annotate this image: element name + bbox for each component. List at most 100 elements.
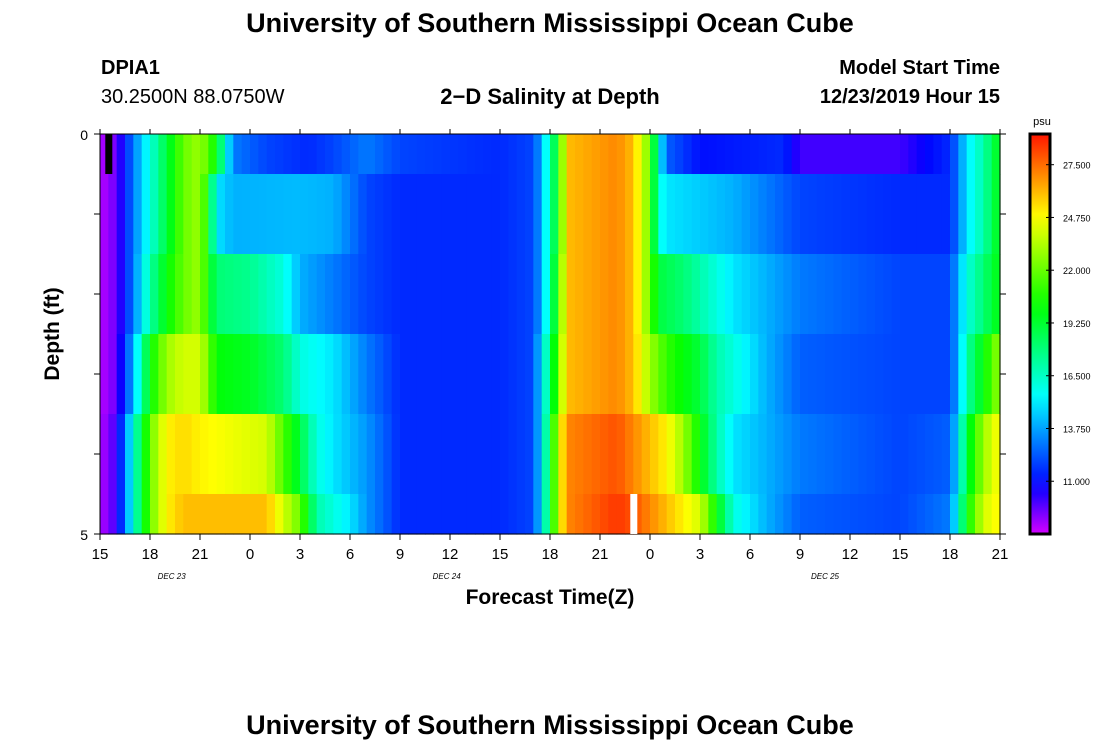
heatmap-cell — [591, 334, 601, 415]
heatmap-cell — [533, 134, 543, 175]
heatmap-cell — [833, 174, 843, 255]
heatmap-cell — [950, 334, 959, 415]
heatmap-cell — [400, 494, 409, 535]
model-start-value: 12/23/2019 Hour 15 — [819, 86, 1000, 108]
heatmap-cell — [100, 174, 109, 255]
heatmap-cell — [641, 134, 651, 175]
heatmap-cell — [716, 254, 726, 335]
heatmap-cell — [116, 174, 126, 255]
heatmap-cell — [791, 254, 801, 335]
heatmap-cell — [158, 414, 168, 495]
heatmap-cell — [833, 134, 843, 175]
heatmap-cell — [558, 494, 568, 535]
heatmap-cell — [333, 334, 343, 415]
heatmap-cell — [783, 174, 793, 255]
heatmap-cell — [975, 134, 984, 175]
heatmap-cell — [416, 334, 426, 415]
heatmap-cell — [458, 254, 468, 335]
heatmap-cell — [208, 134, 218, 175]
heatmap-cell — [450, 494, 459, 535]
heatmap-cell — [916, 494, 926, 535]
heatmap-cell — [841, 134, 851, 175]
heatmap-cell — [616, 134, 626, 175]
heatmap-cell — [641, 174, 651, 255]
x-tick-label: 21 — [592, 546, 609, 563]
heatmap-cell — [691, 174, 701, 255]
heatmap-cell — [325, 334, 334, 415]
heatmap-cell — [608, 414, 618, 495]
heatmap-cell — [316, 414, 326, 495]
y-tick-label: 0 — [80, 127, 88, 143]
heatmap-cell — [350, 174, 359, 255]
heatmap-cell — [650, 254, 659, 335]
x-axis-label: Forecast Time(Z) — [466, 586, 635, 609]
heatmap-cell — [283, 174, 293, 255]
heatmap-cell — [475, 134, 484, 175]
heatmap-cell — [341, 134, 351, 175]
heatmap-cell — [750, 134, 759, 175]
heatmap-cell — [275, 414, 284, 495]
heatmap-cell — [758, 134, 768, 175]
heatmap-cell — [691, 134, 701, 175]
heatmap-cell — [166, 254, 176, 335]
heatmap-cell — [491, 494, 501, 535]
heatmap-cell — [350, 134, 359, 175]
heatmap-cell — [400, 174, 409, 255]
heatmap-cell — [558, 254, 568, 335]
heatmap-cell — [125, 174, 134, 255]
heatmap-cell — [833, 494, 843, 535]
heatmap-cell — [358, 254, 368, 335]
heatmap-cell — [541, 334, 551, 415]
heatmap-cell — [583, 174, 593, 255]
heatmap-cell — [483, 494, 493, 535]
heatmap-cell — [466, 254, 476, 335]
heatmap-cell — [800, 254, 809, 335]
x-tick-label: 6 — [746, 546, 754, 563]
heatmap-cell — [341, 174, 351, 255]
heatmap-cell — [891, 254, 901, 335]
heatmap-cell — [216, 134, 226, 175]
heatmap-cell — [641, 334, 651, 415]
heatmap-cell — [666, 174, 676, 255]
heatmap-cell — [108, 134, 118, 175]
heatmap-cell — [541, 254, 551, 335]
heatmap-cell — [808, 414, 818, 495]
heatmap-cell — [916, 414, 926, 495]
heatmap-cell — [183, 414, 193, 495]
heatmap-cell — [200, 134, 209, 175]
heatmap-cell — [375, 174, 384, 255]
heatmap-cell — [100, 134, 109, 175]
heatmap-cell — [116, 334, 126, 415]
heatmap-cell — [441, 494, 451, 535]
heatmap-cell — [916, 174, 926, 255]
heatmap-cell — [716, 334, 726, 415]
heatmap-cell — [450, 174, 459, 255]
heatmap-cell — [483, 334, 493, 415]
heatmap-cell — [533, 174, 543, 255]
heatmap-cell — [200, 414, 209, 495]
heatmap-cell — [391, 134, 401, 175]
heatmap-cell — [700, 414, 709, 495]
heatmap-cell — [825, 334, 834, 415]
heatmap-cell — [408, 254, 418, 335]
heatmap-cell — [900, 414, 909, 495]
heatmap-cell — [283, 334, 293, 415]
heatmap-cell — [941, 414, 951, 495]
heatmap-cell — [866, 334, 876, 415]
x-tick-label: 18 — [142, 546, 159, 563]
heatmap-cell — [125, 254, 134, 335]
heatmap-cell — [725, 254, 734, 335]
heatmap-cell — [716, 134, 726, 175]
heatmap-cell — [333, 494, 343, 535]
heatmap-cell — [991, 494, 1001, 535]
heatmap-cell — [350, 414, 359, 495]
heatmap-cell — [658, 174, 668, 255]
heatmap-cell — [208, 414, 218, 495]
heatmap-cell — [866, 414, 876, 495]
heatmap-cell — [591, 174, 601, 255]
heatmap-cell — [400, 414, 409, 495]
heatmap-cell — [458, 334, 468, 415]
heatmap-cell — [700, 134, 709, 175]
heatmap-cell — [308, 414, 318, 495]
heatmap-cell — [683, 334, 693, 415]
